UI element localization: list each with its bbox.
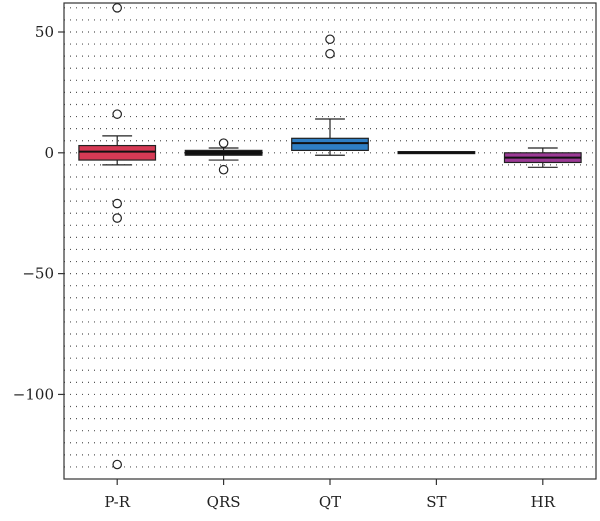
- box-qt: [291, 34, 369, 156]
- box-hr: [503, 147, 582, 168]
- outlier-point: [218, 164, 229, 175]
- grid: [64, 7, 596, 468]
- y-tick-label: 50: [35, 23, 54, 41]
- outlier-point: [325, 34, 335, 45]
- outlier-point: [112, 213, 122, 223]
- box-p-r: [78, 3, 157, 470]
- box-body: [78, 144, 157, 161]
- outlier-point: [325, 48, 335, 59]
- y-tick-label: −50: [22, 265, 54, 283]
- outlier-point: [218, 138, 229, 148]
- outlier-point: [112, 109, 122, 119]
- box-qrs: [184, 138, 263, 175]
- outlier-point: [112, 198, 122, 209]
- box-st: [397, 150, 476, 155]
- box-body: [291, 137, 369, 151]
- y-tick-label: 0: [44, 144, 54, 162]
- boxes: [78, 3, 582, 470]
- y-tick-label: −100: [13, 385, 54, 403]
- y-axis: 50 0 −50 −100: [13, 23, 64, 403]
- x-tick-label: ST: [426, 493, 446, 511]
- x-tick-label: HR: [531, 493, 556, 511]
- plot-frame: [63, 2, 597, 480]
- outlier-point: [112, 459, 122, 470]
- x-tick-label: QRS: [207, 493, 241, 511]
- x-axis: P-R QRS QT ST HR: [104, 479, 556, 511]
- x-tick-label: P-R: [104, 493, 130, 511]
- x-tick-label: QT: [319, 493, 341, 511]
- outlier-point: [112, 3, 122, 13]
